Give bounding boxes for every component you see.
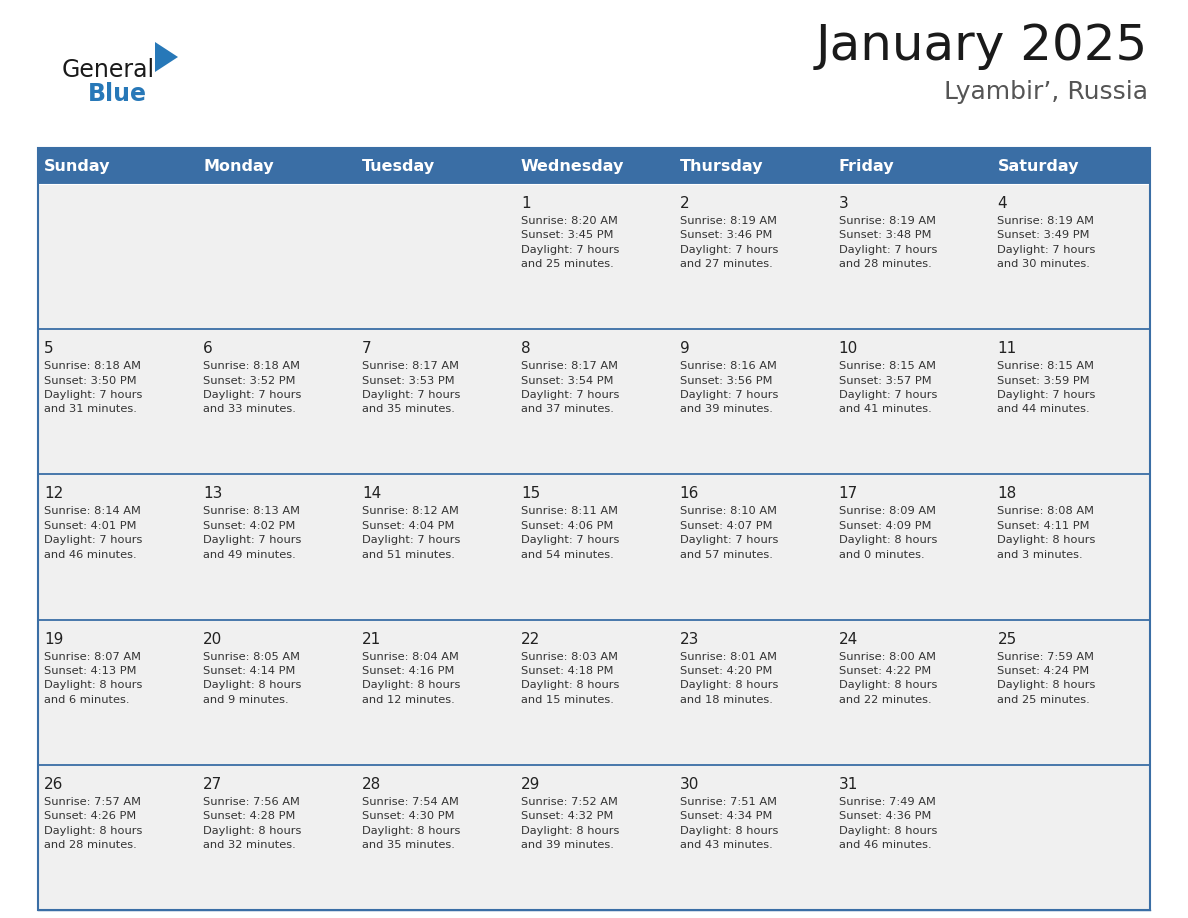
Text: Sunrise: 8:10 AM
Sunset: 4:07 PM
Daylight: 7 hours
and 57 minutes.: Sunrise: 8:10 AM Sunset: 4:07 PM Dayligh… bbox=[680, 507, 778, 560]
Text: Sunrise: 8:18 AM
Sunset: 3:52 PM
Daylight: 7 hours
and 33 minutes.: Sunrise: 8:18 AM Sunset: 3:52 PM Dayligh… bbox=[203, 361, 302, 414]
Text: Sunrise: 8:19 AM
Sunset: 3:48 PM
Daylight: 7 hours
and 28 minutes.: Sunrise: 8:19 AM Sunset: 3:48 PM Dayligh… bbox=[839, 216, 937, 269]
Text: 1: 1 bbox=[520, 196, 531, 211]
Text: 14: 14 bbox=[362, 487, 381, 501]
Bar bbox=[38, 148, 1150, 184]
Text: Sunrise: 7:51 AM
Sunset: 4:34 PM
Daylight: 8 hours
and 43 minutes.: Sunrise: 7:51 AM Sunset: 4:34 PM Dayligh… bbox=[680, 797, 778, 850]
Text: 10: 10 bbox=[839, 341, 858, 356]
Text: Sunrise: 8:04 AM
Sunset: 4:16 PM
Daylight: 8 hours
and 12 minutes.: Sunrise: 8:04 AM Sunset: 4:16 PM Dayligh… bbox=[362, 652, 461, 705]
Text: 3: 3 bbox=[839, 196, 848, 211]
Text: Monday: Monday bbox=[203, 159, 274, 174]
Text: Sunrise: 8:07 AM
Sunset: 4:13 PM
Daylight: 8 hours
and 6 minutes.: Sunrise: 8:07 AM Sunset: 4:13 PM Dayligh… bbox=[44, 652, 143, 705]
Polygon shape bbox=[154, 42, 178, 72]
Text: 8: 8 bbox=[520, 341, 531, 356]
Text: Sunrise: 8:08 AM
Sunset: 4:11 PM
Daylight: 8 hours
and 3 minutes.: Sunrise: 8:08 AM Sunset: 4:11 PM Dayligh… bbox=[998, 507, 1095, 560]
Text: 11: 11 bbox=[998, 341, 1017, 356]
Text: 27: 27 bbox=[203, 777, 222, 792]
Text: 22: 22 bbox=[520, 632, 541, 646]
Text: Sunrise: 8:15 AM
Sunset: 3:57 PM
Daylight: 7 hours
and 41 minutes.: Sunrise: 8:15 AM Sunset: 3:57 PM Dayligh… bbox=[839, 361, 937, 414]
Text: 28: 28 bbox=[362, 777, 381, 792]
Text: Sunrise: 7:49 AM
Sunset: 4:36 PM
Daylight: 8 hours
and 46 minutes.: Sunrise: 7:49 AM Sunset: 4:36 PM Dayligh… bbox=[839, 797, 937, 850]
Text: Wednesday: Wednesday bbox=[520, 159, 625, 174]
Text: Sunrise: 8:05 AM
Sunset: 4:14 PM
Daylight: 8 hours
and 9 minutes.: Sunrise: 8:05 AM Sunset: 4:14 PM Dayligh… bbox=[203, 652, 302, 705]
Text: Tuesday: Tuesday bbox=[362, 159, 435, 174]
Text: Sunrise: 8:17 AM
Sunset: 3:53 PM
Daylight: 7 hours
and 35 minutes.: Sunrise: 8:17 AM Sunset: 3:53 PM Dayligh… bbox=[362, 361, 461, 414]
Text: Sunrise: 8:03 AM
Sunset: 4:18 PM
Daylight: 8 hours
and 15 minutes.: Sunrise: 8:03 AM Sunset: 4:18 PM Dayligh… bbox=[520, 652, 619, 705]
Text: Sunrise: 8:19 AM
Sunset: 3:49 PM
Daylight: 7 hours
and 30 minutes.: Sunrise: 8:19 AM Sunset: 3:49 PM Dayligh… bbox=[998, 216, 1095, 269]
Text: 18: 18 bbox=[998, 487, 1017, 501]
Text: Sunrise: 7:56 AM
Sunset: 4:28 PM
Daylight: 8 hours
and 32 minutes.: Sunrise: 7:56 AM Sunset: 4:28 PM Dayligh… bbox=[203, 797, 302, 850]
Text: Sunrise: 7:57 AM
Sunset: 4:26 PM
Daylight: 8 hours
and 28 minutes.: Sunrise: 7:57 AM Sunset: 4:26 PM Dayligh… bbox=[44, 797, 143, 850]
Text: Sunrise: 8:19 AM
Sunset: 3:46 PM
Daylight: 7 hours
and 27 minutes.: Sunrise: 8:19 AM Sunset: 3:46 PM Dayligh… bbox=[680, 216, 778, 269]
Text: Sunrise: 8:11 AM
Sunset: 4:06 PM
Daylight: 7 hours
and 54 minutes.: Sunrise: 8:11 AM Sunset: 4:06 PM Dayligh… bbox=[520, 507, 619, 560]
Text: 4: 4 bbox=[998, 196, 1007, 211]
Text: 30: 30 bbox=[680, 777, 700, 792]
Text: Sunrise: 8:16 AM
Sunset: 3:56 PM
Daylight: 7 hours
and 39 minutes.: Sunrise: 8:16 AM Sunset: 3:56 PM Dayligh… bbox=[680, 361, 778, 414]
Bar bbox=[38, 620, 1150, 765]
Text: Blue: Blue bbox=[88, 82, 147, 106]
Text: Sunrise: 8:17 AM
Sunset: 3:54 PM
Daylight: 7 hours
and 37 minutes.: Sunrise: 8:17 AM Sunset: 3:54 PM Dayligh… bbox=[520, 361, 619, 414]
Text: 6: 6 bbox=[203, 341, 213, 356]
Text: Sunrise: 8:01 AM
Sunset: 4:20 PM
Daylight: 8 hours
and 18 minutes.: Sunrise: 8:01 AM Sunset: 4:20 PM Dayligh… bbox=[680, 652, 778, 705]
Text: Sunrise: 8:13 AM
Sunset: 4:02 PM
Daylight: 7 hours
and 49 minutes.: Sunrise: 8:13 AM Sunset: 4:02 PM Dayligh… bbox=[203, 507, 302, 560]
Text: Sunrise: 8:12 AM
Sunset: 4:04 PM
Daylight: 7 hours
and 51 minutes.: Sunrise: 8:12 AM Sunset: 4:04 PM Dayligh… bbox=[362, 507, 461, 560]
Text: 7: 7 bbox=[362, 341, 372, 356]
Bar bbox=[38, 184, 1150, 330]
Text: Lyambir’, Russia: Lyambir’, Russia bbox=[944, 80, 1148, 104]
Text: Sunrise: 8:20 AM
Sunset: 3:45 PM
Daylight: 7 hours
and 25 minutes.: Sunrise: 8:20 AM Sunset: 3:45 PM Dayligh… bbox=[520, 216, 619, 269]
Text: Sunrise: 7:54 AM
Sunset: 4:30 PM
Daylight: 8 hours
and 35 minutes.: Sunrise: 7:54 AM Sunset: 4:30 PM Dayligh… bbox=[362, 797, 461, 850]
Bar bbox=[38, 148, 1150, 910]
Text: 31: 31 bbox=[839, 777, 858, 792]
Text: 25: 25 bbox=[998, 632, 1017, 646]
Bar bbox=[38, 475, 1150, 620]
Text: Sunrise: 7:52 AM
Sunset: 4:32 PM
Daylight: 8 hours
and 39 minutes.: Sunrise: 7:52 AM Sunset: 4:32 PM Dayligh… bbox=[520, 797, 619, 850]
Text: 15: 15 bbox=[520, 487, 541, 501]
Text: 9: 9 bbox=[680, 341, 689, 356]
Text: Sunrise: 8:18 AM
Sunset: 3:50 PM
Daylight: 7 hours
and 31 minutes.: Sunrise: 8:18 AM Sunset: 3:50 PM Dayligh… bbox=[44, 361, 143, 414]
Text: Sunrise: 7:59 AM
Sunset: 4:24 PM
Daylight: 8 hours
and 25 minutes.: Sunrise: 7:59 AM Sunset: 4:24 PM Dayligh… bbox=[998, 652, 1095, 705]
Text: 21: 21 bbox=[362, 632, 381, 646]
Text: 24: 24 bbox=[839, 632, 858, 646]
Text: 12: 12 bbox=[44, 487, 64, 501]
Text: Thursday: Thursday bbox=[680, 159, 763, 174]
Bar bbox=[38, 765, 1150, 910]
Text: 13: 13 bbox=[203, 487, 222, 501]
Text: 29: 29 bbox=[520, 777, 541, 792]
Text: 20: 20 bbox=[203, 632, 222, 646]
Text: 16: 16 bbox=[680, 487, 700, 501]
Text: January 2025: January 2025 bbox=[816, 22, 1148, 70]
Text: 26: 26 bbox=[44, 777, 64, 792]
Text: 19: 19 bbox=[44, 632, 64, 646]
Text: 5: 5 bbox=[44, 341, 53, 356]
Text: Saturday: Saturday bbox=[998, 159, 1079, 174]
Text: 17: 17 bbox=[839, 487, 858, 501]
Text: Sunday: Sunday bbox=[44, 159, 110, 174]
Text: Sunrise: 8:15 AM
Sunset: 3:59 PM
Daylight: 7 hours
and 44 minutes.: Sunrise: 8:15 AM Sunset: 3:59 PM Dayligh… bbox=[998, 361, 1095, 414]
Text: Friday: Friday bbox=[839, 159, 895, 174]
Bar bbox=[38, 330, 1150, 475]
Text: General: General bbox=[62, 58, 156, 82]
Text: 2: 2 bbox=[680, 196, 689, 211]
Text: Sunrise: 8:14 AM
Sunset: 4:01 PM
Daylight: 7 hours
and 46 minutes.: Sunrise: 8:14 AM Sunset: 4:01 PM Dayligh… bbox=[44, 507, 143, 560]
Text: 23: 23 bbox=[680, 632, 700, 646]
Text: Sunrise: 8:00 AM
Sunset: 4:22 PM
Daylight: 8 hours
and 22 minutes.: Sunrise: 8:00 AM Sunset: 4:22 PM Dayligh… bbox=[839, 652, 937, 705]
Text: Sunrise: 8:09 AM
Sunset: 4:09 PM
Daylight: 8 hours
and 0 minutes.: Sunrise: 8:09 AM Sunset: 4:09 PM Dayligh… bbox=[839, 507, 937, 560]
